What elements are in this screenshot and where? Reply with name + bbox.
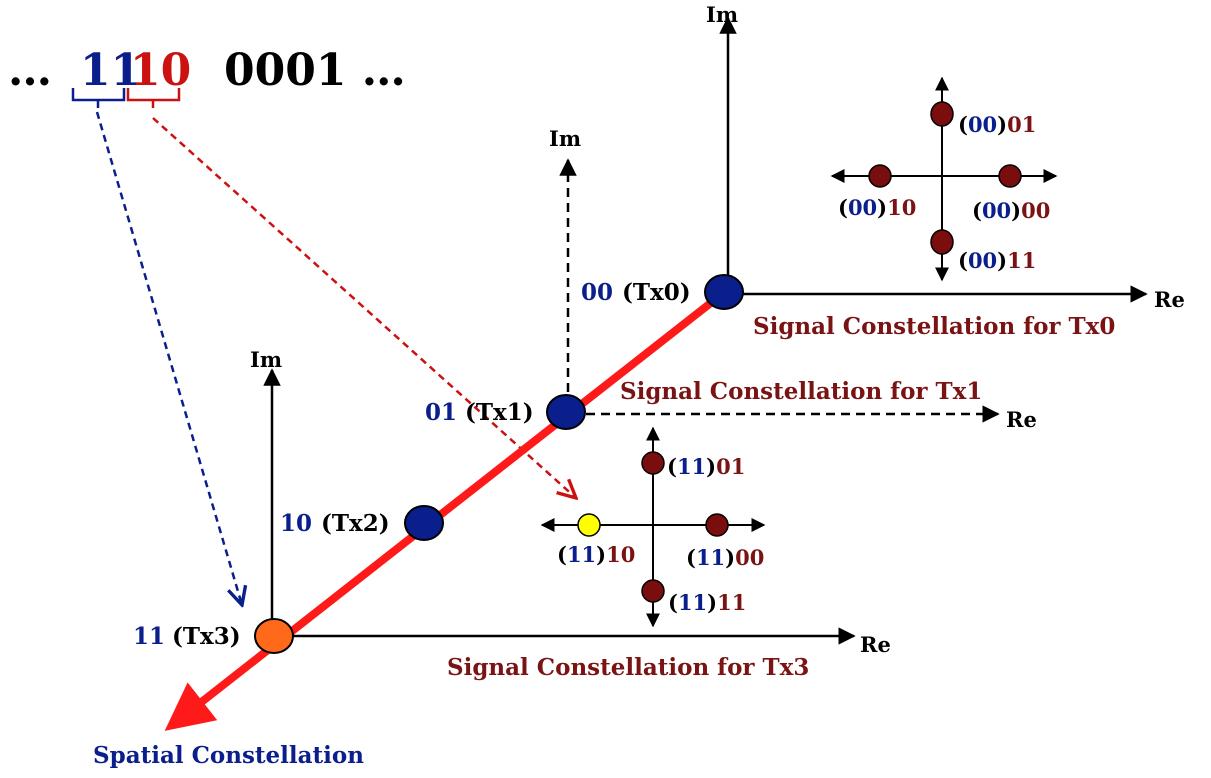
tx3-antenna-point [254,618,294,654]
tx1-antenna-point [546,394,586,430]
tx3-im-label: Im [250,347,282,372]
tx0-label-bottom: (00)11 [958,248,1036,273]
tx3-point-top [641,451,665,475]
tx0-antenna-point [704,274,744,310]
tx2-name: (Tx2) [321,510,390,537]
tx0-signal-constellation [830,76,1058,282]
tx0-label-left: (00)10 [838,195,916,220]
tx3-point-bottom [641,579,665,603]
spatial-constellation-caption: Spatial Constellation [93,742,364,769]
bitstream-symbol-bits: 10 [130,45,191,96]
tx1-re-label: Re [1006,407,1037,432]
tx0-label-right: (00)00 [972,198,1050,223]
bitstream-antenna-bits: 11 [80,45,141,96]
tx3-bits: 11 [133,623,165,650]
tx2-bits: 10 [280,510,312,537]
tx1-im-label: Im [549,126,581,151]
tx3-label-bottom: (11)11 [668,590,746,615]
brace-antenna-bits [71,88,126,108]
tx3-label-top: (11)01 [667,454,745,479]
bitstream-ellipsis: … [8,45,52,96]
tx0-constellation-caption: Signal Constellation for Tx0 [753,313,1115,340]
tx0-point-bottom [930,229,954,255]
tx0-bits: 00 [581,279,613,306]
tx0-point-top [930,101,954,127]
tx3-label-right: (11)00 [686,545,764,570]
tx2-antenna-point [404,505,444,541]
tx0-point-left [868,164,892,188]
tx3-name: (Tx3) [172,623,241,650]
symbol-mapping-arrow [152,117,576,498]
tx0-name: (Tx0) [622,279,691,306]
tx1-bits: 01 [425,399,457,426]
tx0-re-label: Re [1154,287,1185,312]
brace-symbol-bits [126,88,181,108]
bitstream-rest: 0001 … [224,45,406,96]
tx0-label-top: (00)01 [958,112,1036,137]
tx3-point-left-selected [577,513,601,537]
tx3-re-label: Re [860,632,891,657]
tx3-signal-constellation [540,426,766,628]
tx3-point-right [705,513,729,537]
tx0-point-right [998,164,1022,188]
tx1-name: (Tx1) [465,399,534,426]
antenna-mapping-arrow [95,111,242,605]
tx0-im-label: Im [706,2,738,27]
tx3-label-left: (11)10 [557,542,635,567]
tx1-constellation-caption: Signal Constellation for Tx1 [620,378,982,405]
tx3-constellation-caption: Signal Constellation for Tx3 [447,654,809,681]
